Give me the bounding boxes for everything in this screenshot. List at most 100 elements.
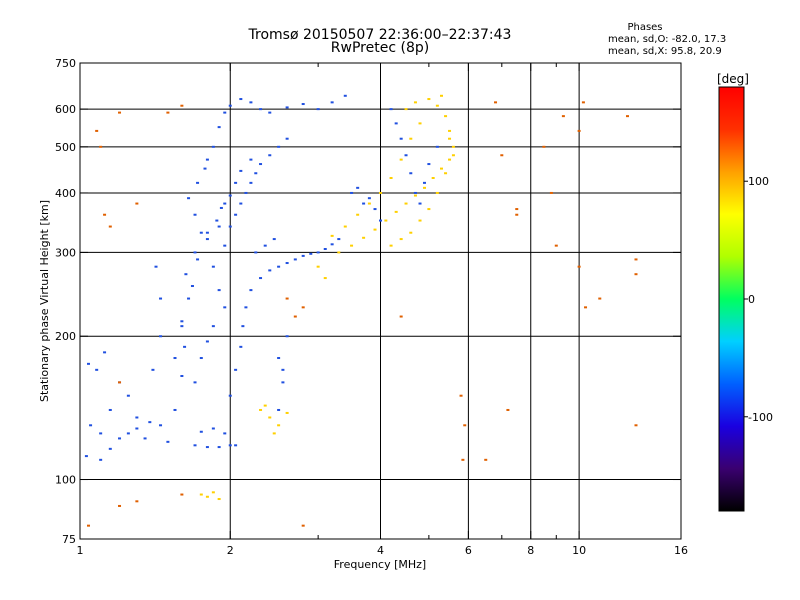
colorbar [718, 86, 745, 512]
data-point [549, 191, 553, 194]
data-point [228, 444, 232, 447]
data-point [95, 368, 99, 371]
data-point [440, 94, 444, 97]
data-point [356, 213, 360, 216]
data-point [561, 115, 565, 118]
data-point [367, 202, 371, 205]
colorbar-tick-label: -100 [748, 411, 773, 424]
data-point [205, 231, 209, 234]
data-point [362, 202, 366, 205]
data-point [389, 108, 393, 111]
data-point [634, 258, 638, 261]
data-point [254, 251, 258, 254]
data-point [448, 137, 452, 140]
data-point [413, 191, 417, 194]
data-point [219, 206, 223, 209]
data-point [413, 194, 417, 197]
data-point [399, 238, 403, 241]
data-point [581, 101, 585, 104]
data-point [89, 424, 93, 427]
data-point [196, 181, 200, 184]
y-tick-label: 400 [55, 187, 76, 200]
data-point [259, 108, 263, 111]
data-point [234, 213, 238, 216]
data-point [399, 158, 403, 161]
data-point [435, 104, 439, 107]
data-point [187, 297, 191, 300]
data-point [379, 219, 382, 222]
data-point [418, 219, 422, 222]
data-point [205, 158, 209, 161]
data-point [301, 254, 305, 257]
data-point [577, 129, 581, 132]
data-point [285, 297, 289, 300]
data-point [183, 345, 187, 348]
data-point [234, 368, 238, 371]
data-point [409, 231, 413, 234]
data-point [323, 248, 327, 251]
data-point [277, 357, 281, 360]
data-point [427, 208, 431, 211]
data-point [259, 408, 263, 411]
stats-x-mode: mean, sd,X: 95.8, 20.9 [608, 46, 722, 57]
data-point [173, 408, 177, 411]
data-point [241, 325, 245, 328]
data-point [418, 122, 422, 125]
data-point [330, 243, 334, 246]
data-point [166, 440, 170, 443]
data-point [444, 115, 448, 118]
data-point [634, 424, 638, 427]
data-point [373, 228, 377, 231]
data-point [118, 111, 122, 114]
data-point [159, 297, 163, 300]
data-point [199, 493, 203, 496]
data-point [268, 154, 272, 157]
colorbar-tick-label: 100 [748, 175, 769, 188]
data-point [337, 238, 341, 241]
data-point [394, 210, 398, 213]
x-axis-label: Frequency [MHz] [334, 558, 426, 571]
data-point [180, 104, 184, 107]
data-point [211, 325, 215, 328]
data-point [180, 320, 184, 323]
x-tick-label: 4 [377, 544, 384, 557]
data-point [187, 197, 191, 200]
data-point [404, 154, 408, 157]
data-point [323, 277, 327, 280]
data-point [159, 335, 163, 338]
data-point [228, 194, 232, 197]
data-point [409, 137, 413, 140]
data-point [239, 202, 243, 205]
data-point [135, 427, 139, 430]
data-point [272, 432, 276, 435]
data-point [234, 181, 238, 184]
data-point [350, 191, 354, 194]
data-point [379, 191, 382, 194]
data-point [259, 163, 263, 166]
data-point [259, 277, 263, 280]
data-point [451, 145, 455, 148]
y-tick-label: 200 [55, 330, 76, 343]
data-point [205, 238, 209, 241]
data-point [500, 154, 504, 157]
data-point [180, 375, 184, 378]
data-point [285, 411, 289, 414]
data-point [166, 111, 170, 114]
y-tick-label: 500 [55, 141, 76, 154]
data-point [515, 208, 519, 211]
data-point [399, 137, 403, 140]
colorbar-label: [deg] [717, 72, 749, 86]
data-point [330, 234, 334, 237]
data-point [461, 458, 465, 461]
data-point [239, 345, 243, 348]
colorbar-tick-label: 0 [748, 293, 755, 306]
data-point [217, 225, 221, 228]
data-point [263, 244, 267, 247]
data-point [356, 186, 360, 189]
data-point [422, 181, 426, 184]
data-point [404, 202, 408, 205]
data-point [203, 167, 207, 170]
data-point [205, 446, 209, 449]
data-point [223, 244, 227, 247]
data-point [249, 101, 253, 104]
